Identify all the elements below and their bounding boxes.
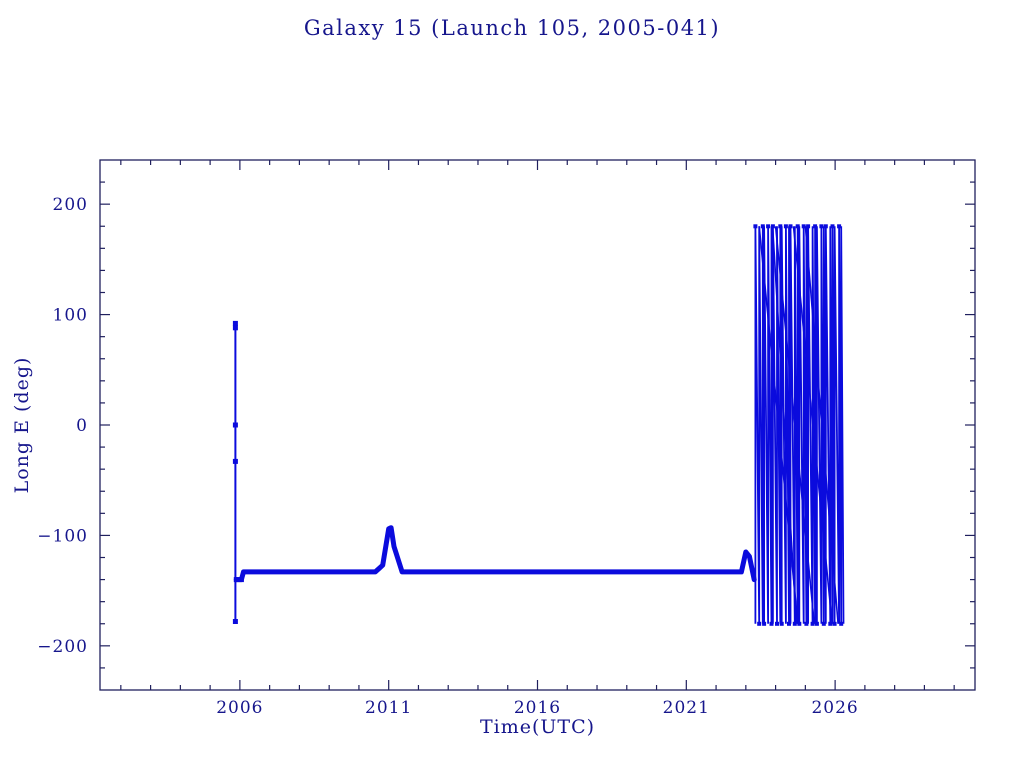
wrap-marker <box>839 621 844 626</box>
y-tick-label: 0 <box>76 416 88 436</box>
wrap-marker <box>801 224 806 229</box>
wrap-marker <box>804 621 809 626</box>
chart-title: Galaxy 15 (Launch 105, 2005-041) <box>303 16 721 40</box>
wrap-marker <box>813 224 818 229</box>
wrap-marker <box>757 621 762 626</box>
wrap-marker <box>769 621 774 626</box>
wrap-marker <box>775 621 779 626</box>
wrap-marker <box>832 621 837 626</box>
wrap-marker <box>766 224 771 229</box>
wrap-marker <box>823 224 828 229</box>
wrap-marker <box>783 224 788 229</box>
data-marker <box>232 325 238 331</box>
series-path <box>233 525 757 583</box>
data-marker <box>232 320 238 326</box>
drift-diagonal <box>792 226 833 624</box>
data-marker <box>232 458 238 464</box>
drift-diagonal <box>804 226 839 624</box>
data-marker <box>238 577 244 583</box>
x-tick-label: 2011 <box>365 698 412 718</box>
wrap-marker <box>788 224 793 229</box>
wrap-marker <box>837 224 842 229</box>
x-tick-label: 2026 <box>811 698 858 718</box>
wrap-marker <box>787 621 791 626</box>
x-tick-label: 2016 <box>514 698 561 718</box>
drift-diagonal <box>774 226 816 624</box>
wrap-marker <box>779 621 784 626</box>
wrap-marker <box>806 224 811 229</box>
wrap-marker <box>819 224 824 229</box>
wrap-marker <box>797 621 802 626</box>
y-tick-label: 200 <box>53 195 88 215</box>
data-marker <box>232 619 238 624</box>
y-tick-label: −100 <box>37 526 88 546</box>
data-marker <box>233 577 239 583</box>
wrap-marker <box>821 621 826 626</box>
wrap-marker <box>795 224 800 229</box>
wrap-marker <box>760 224 765 229</box>
drift-diagonal <box>758 226 799 624</box>
data-marker <box>232 422 238 428</box>
wrap-marker <box>810 621 815 626</box>
wrap-marker <box>753 224 758 229</box>
drift-sawtooth-path <box>754 226 845 624</box>
x-tick-label: 2006 <box>216 698 263 718</box>
wrap-marker <box>778 224 783 229</box>
y-tick-label: −200 <box>37 637 88 657</box>
y-tick-label: 100 <box>53 306 88 326</box>
x-axis-label: Time(UTC) <box>479 716 596 738</box>
wrap-marker <box>830 224 835 229</box>
x-tick-label: 2021 <box>663 698 710 718</box>
wrap-marker <box>828 621 833 626</box>
drift-diagonal <box>771 226 798 624</box>
wrap-marker <box>762 621 767 626</box>
wrap-marker <box>792 621 797 626</box>
wrap-marker <box>814 621 819 626</box>
